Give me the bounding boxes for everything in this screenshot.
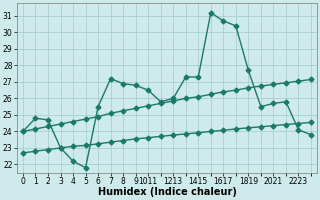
X-axis label: Humidex (Indice chaleur): Humidex (Indice chaleur) xyxy=(98,187,236,197)
